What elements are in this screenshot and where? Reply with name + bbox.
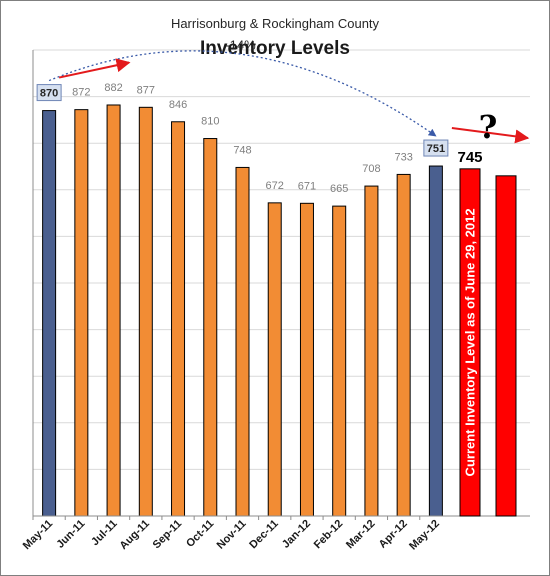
bar-sep-11 (171, 121, 186, 517)
bar-dec-11 (267, 202, 282, 517)
trend-arrow-end (451, 127, 530, 144)
tick-label-oct-11: Oct-11 (184, 518, 216, 550)
chart-title: Inventory Levels (200, 38, 350, 59)
value-label-may-11: 870 (40, 88, 58, 100)
bar-apr-12 (396, 173, 411, 517)
value-label-jul-11: 882 (104, 82, 122, 94)
bar-jun-11 (74, 109, 89, 517)
tick-label-mar-12: Mar-12 (344, 518, 378, 552)
tick-label-may-12: May-12 (407, 518, 442, 553)
projection-bar (495, 175, 517, 517)
trend-arrow-start (58, 58, 131, 79)
bars (42, 104, 443, 517)
value-label-box (423, 139, 449, 157)
value-label-nov-11: 748 (233, 144, 251, 156)
tick-label-jul-11: Jul-11 (89, 518, 120, 549)
tick-label-feb-12: Feb-12 (312, 518, 346, 552)
bar-jul-11 (106, 104, 121, 517)
value-label-may-12: 751 (427, 143, 445, 155)
tick-label-aug-11: Aug-11 (118, 518, 152, 552)
tick-label-sep-11: Sep-11 (151, 518, 185, 552)
tick-label-apr-12: Apr-12 (377, 518, 410, 551)
bar-jan-12 (299, 202, 314, 517)
value-label-sep-11: 846 (169, 99, 187, 111)
bar-aug-11 (138, 106, 153, 517)
tick-label-jan-12: Jan-12 (280, 518, 313, 551)
current-inventory-bar (459, 168, 481, 517)
bar-nov-11 (235, 166, 250, 517)
value-label-jun-11: 872 (72, 87, 90, 99)
data-labels: 870 872 882 877 846 810 748 672 671 665 708 733 751 (36, 82, 449, 195)
tick-label-dec-11: Dec-11 (247, 518, 281, 552)
change-arc (48, 50, 437, 137)
tick-label-nov-11: Nov-11 (215, 518, 249, 552)
bar-may-12 (428, 165, 443, 517)
value-label-aug-11: 877 (137, 84, 155, 96)
question-mark: ? (479, 108, 498, 146)
value-label-feb-12: 665 (330, 183, 348, 195)
value-label-mar-12: 708 (362, 163, 380, 175)
chart-subtitle: Harrisonburg & Rockingham County (171, 16, 380, 31)
value-label-apr-12: 733 (394, 151, 412, 163)
current-inventory-label: Current Inventory Level as of June 29, 2… (463, 208, 478, 476)
change-label: -14% (225, 38, 256, 53)
value-label-dec-11: 672 (266, 180, 284, 192)
bar-may-11 (42, 110, 57, 517)
value-label-jan-12: 671 (298, 180, 316, 192)
value-label-oct-11: 810 (201, 116, 219, 128)
bar-mar-12 (364, 185, 379, 517)
tick-label-may-11: May-11 (21, 518, 55, 552)
bar-oct-11 (203, 138, 218, 517)
bar-feb-12 (332, 205, 347, 517)
tick-label-jun-11: Jun-11 (54, 518, 87, 551)
current-value-label: 745 (457, 149, 482, 166)
value-label-box (36, 84, 62, 102)
